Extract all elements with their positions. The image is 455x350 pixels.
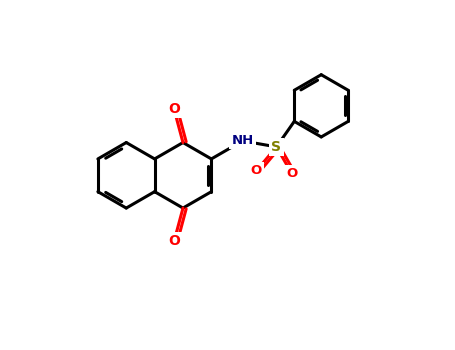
Text: S: S xyxy=(272,140,282,154)
Text: NH: NH xyxy=(232,134,254,147)
Text: O: O xyxy=(168,102,180,116)
Text: O: O xyxy=(286,167,298,180)
Text: O: O xyxy=(251,164,262,177)
Text: O: O xyxy=(168,234,180,248)
